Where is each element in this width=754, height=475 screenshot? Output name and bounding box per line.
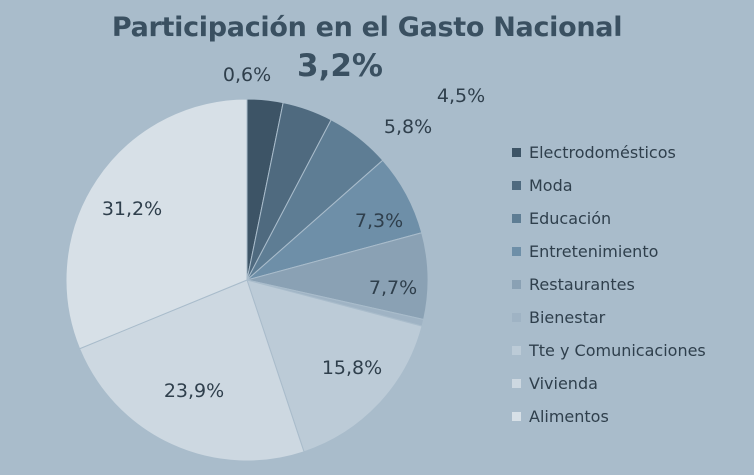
legend-label: Moda (529, 176, 573, 195)
legend-item: Entretenimiento (512, 235, 706, 268)
data-label-restaurantes: 7,7% (369, 277, 417, 299)
legend-item: Tte y Comunicaciones (512, 334, 706, 367)
legend-swatch (512, 181, 521, 190)
legend-swatch (512, 148, 521, 157)
data-label-electrodom-sticos: 3,2% (297, 48, 383, 84)
chart-title: Participación en el Gasto Nacional (111, 12, 623, 43)
legend-item: Electrodomésticos (512, 136, 706, 169)
pie-slice-vivienda (78, 279, 305, 462)
legend-label: Alimentos (529, 407, 609, 426)
legend-swatch (512, 247, 521, 256)
legend-label: Electrodomésticos (529, 143, 676, 162)
legend-item: Educación (512, 202, 706, 235)
legend-label: Vivienda (529, 374, 598, 393)
legend-item: Moda (512, 169, 706, 202)
data-label-tte-y-comunicaciones: 15,8% (322, 357, 382, 379)
legend-item: Alimentos (512, 400, 706, 433)
legend-swatch (512, 313, 521, 322)
data-label-vivienda: 23,9% (164, 380, 224, 402)
legend-label: Educación (529, 209, 612, 228)
data-label-alimentos: 31,2% (102, 198, 162, 220)
legend-item: Restaurantes (512, 268, 706, 301)
pie-slice-alimentos (65, 98, 248, 350)
legend-label: Restaurantes (529, 275, 635, 294)
legend-swatch (512, 214, 521, 223)
legend-label: Tte y Comunicaciones (529, 341, 706, 360)
data-label-bienestar: 0,6% (223, 64, 271, 86)
legend-item: Bienestar (512, 301, 706, 334)
data-label-moda: 4,5% (437, 85, 485, 107)
pie-slice-tte-y-comunicaciones (246, 279, 423, 453)
legend-item: Vivienda (512, 367, 706, 400)
legend-swatch (512, 346, 521, 355)
data-label-educaci-n: 5,8% (384, 116, 432, 138)
legend-label: Entretenimiento (529, 242, 659, 261)
legend-swatch (512, 280, 521, 289)
legend-swatch (512, 412, 521, 421)
data-label-entretenimiento: 7,3% (355, 210, 403, 232)
legend-label: Bienestar (529, 308, 606, 327)
legend-swatch (512, 379, 521, 388)
chart-legend: Electrodomésticos Moda Educación Entretenim… (512, 136, 706, 433)
